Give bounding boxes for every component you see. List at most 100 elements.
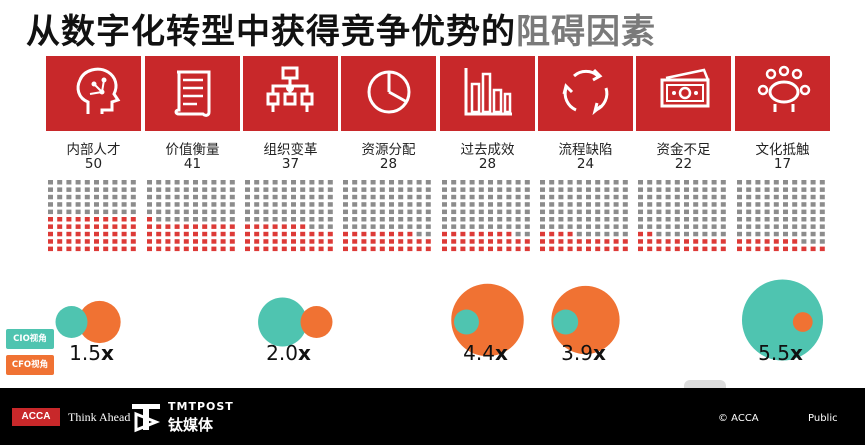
value-dot [352, 246, 358, 252]
value-dot [647, 194, 653, 200]
value-dot [147, 187, 152, 192]
category-column: 资源分配 28 [341, 56, 436, 386]
value-dot [343, 194, 348, 200]
value-dot [398, 217, 404, 222]
value-dot [121, 246, 127, 252]
value-dot [398, 202, 404, 207]
value-dot [318, 217, 324, 222]
footer: ACCA Think Ahead TMTPOST 钛媒体 © ACCA Publ… [0, 388, 865, 445]
value-dot [245, 202, 250, 207]
value-dot [567, 224, 573, 229]
category-column: 资金不足 22 [636, 56, 731, 386]
value-dot [506, 209, 512, 215]
ratio-bubble-group: 4.4x [451, 283, 524, 365]
value-dot [567, 231, 573, 237]
value-dot [720, 180, 726, 185]
value-dot [711, 202, 717, 207]
ratio-bubble-chart: 1.5x 2.0x 4.4x 3.9x 5.5x [55, 279, 824, 365]
value-dot [211, 217, 217, 222]
value-dot [327, 187, 333, 192]
value-dot [370, 246, 376, 252]
category-tile [440, 56, 535, 131]
value-dot [352, 194, 358, 200]
value-dot [84, 224, 90, 229]
process-cycle-icon [562, 68, 609, 116]
ratio-bubble-small [553, 309, 579, 335]
value-dot [416, 231, 422, 237]
value-dot [540, 231, 545, 237]
value-dot [764, 194, 770, 200]
value-dot [613, 224, 619, 229]
value-dot [121, 231, 127, 237]
category-column: 流程缺陷 24 [538, 56, 633, 386]
value-dot [764, 224, 770, 229]
category-tile [341, 56, 436, 131]
value-dot [702, 224, 708, 229]
value-dot [361, 209, 367, 215]
value-dot [66, 187, 72, 192]
value-dot [263, 224, 269, 229]
value-dot [407, 217, 413, 222]
value-dot [540, 239, 545, 244]
value-dot [309, 194, 315, 200]
value-dot [416, 209, 422, 215]
value-dot [112, 224, 118, 229]
value-dot [737, 202, 742, 207]
value-dot [684, 231, 689, 237]
value-dot [488, 231, 493, 237]
value-dot [515, 231, 521, 237]
value-dot [792, 239, 798, 244]
value-dot [451, 217, 457, 222]
value-dot [229, 194, 235, 200]
ratio-label: 5.5x [758, 341, 803, 365]
value-dot [497, 239, 503, 244]
value-dot [272, 209, 278, 215]
value-dot [586, 202, 591, 207]
value-dot [407, 187, 413, 192]
value-dot [156, 180, 162, 185]
value-dot [595, 239, 601, 244]
value-dot [595, 217, 601, 222]
value-dot [147, 209, 152, 215]
category-label: 过去成效 [460, 142, 515, 158]
value-dot [379, 194, 385, 200]
value-dot [819, 246, 825, 252]
value-dot [674, 209, 680, 215]
value-dot [66, 209, 72, 215]
value-dot [94, 217, 99, 222]
value-dot [121, 209, 127, 215]
value-dot [48, 194, 53, 200]
value-dot [558, 202, 564, 207]
value-dot [567, 239, 573, 244]
value-dot [595, 224, 601, 229]
category-value-label: 41 [183, 156, 202, 172]
value-dot [389, 194, 394, 200]
value-dot [819, 231, 825, 237]
value-dot [75, 246, 81, 252]
value-dot [783, 231, 788, 237]
value-dot [773, 180, 779, 185]
value-dot [343, 180, 348, 185]
value-dot [755, 194, 761, 200]
value-dot [515, 202, 521, 207]
value-dot [425, 180, 431, 185]
value-dot [220, 246, 226, 252]
value-dot [524, 194, 530, 200]
value-dot [693, 187, 699, 192]
value-dot [665, 217, 671, 222]
value-dot [416, 239, 422, 244]
value-dot [792, 202, 798, 207]
value-dot [165, 194, 171, 200]
value-dot [684, 246, 689, 252]
category-tile [735, 56, 830, 131]
value-dot [478, 202, 484, 207]
value-dot [783, 202, 788, 207]
value-dot [229, 246, 235, 252]
value-dot [647, 246, 653, 252]
value-dot [309, 217, 315, 222]
value-dot [300, 217, 306, 222]
value-dot [254, 224, 260, 229]
value-dot [469, 180, 475, 185]
ratio-bubble-group: 1.5x [55, 300, 121, 365]
value-dot [515, 246, 521, 252]
